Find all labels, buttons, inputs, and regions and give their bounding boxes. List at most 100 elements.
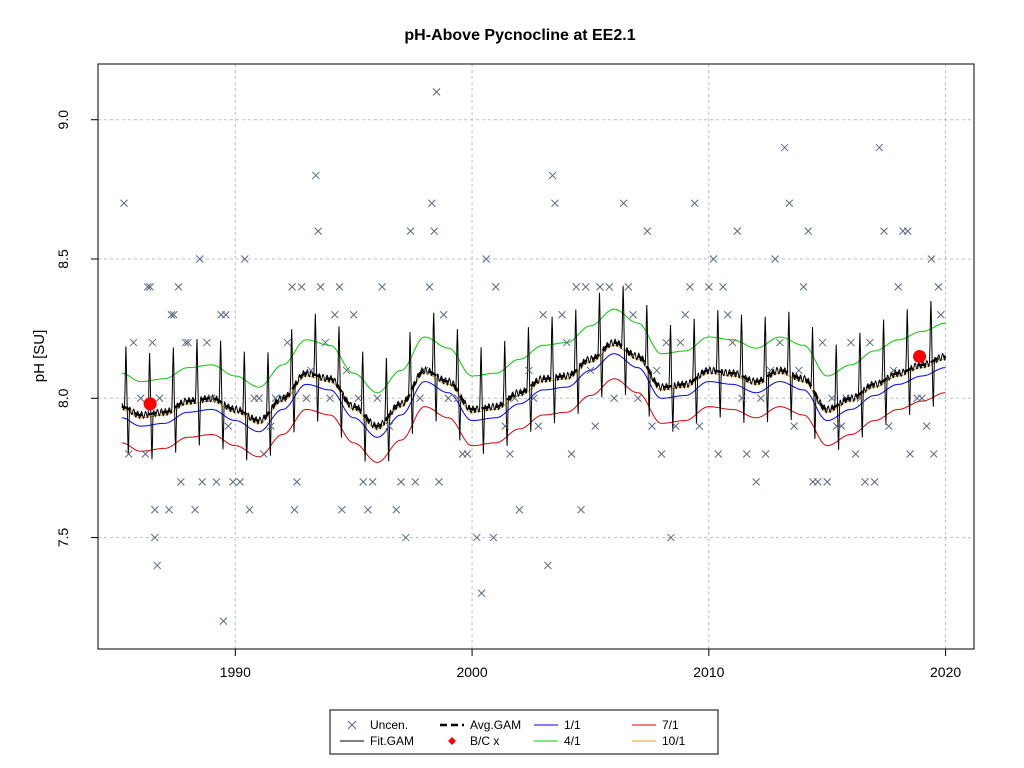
uncen-point-stroke [771,255,779,263]
uncen-point-stroke [733,227,742,235]
uncen-point [543,561,552,570]
uncen-point [359,478,368,486]
uncen-point-stroke [397,478,405,486]
uncen-point-stroke [723,310,732,319]
uncen-point-stroke [219,617,228,625]
uncen-point [444,394,453,403]
uncen-point [430,227,439,235]
uncen-point [686,283,694,291]
uncen-point [406,227,415,235]
uncen-point-stroke [177,478,185,486]
uncen-point [489,533,498,542]
uncen-point [224,422,233,430]
uncen-point-stroke [918,394,926,403]
uncen-point [776,338,784,347]
uncen-point [148,338,157,347]
uncen-point-stroke [255,394,263,403]
uncen-point-stroke [652,366,661,375]
uncen-point [861,478,869,486]
uncen-point [934,283,943,291]
uncen-point-stroke [207,394,216,403]
uncen-point [165,505,173,514]
y-tick-label: 8.5 [55,249,71,269]
uncen-point-stroke [240,255,249,263]
uncen-point [515,505,524,514]
uncen-point-stroke [342,366,351,375]
uncen-point-stroke [880,227,888,235]
uncen-point [548,171,557,180]
uncen-point-stroke [709,255,718,263]
uncen-point [120,199,128,208]
uncen-point-stroke [489,533,498,542]
uncen-point-stroke [548,171,557,180]
uncen-point [321,338,330,347]
uncen-point-stroke [435,478,443,486]
uncen-point [416,394,424,403]
uncen-point [780,143,789,152]
uncen-point [338,505,346,514]
uncen-point [482,255,491,263]
uncen-point-stroke [714,450,723,458]
legend-label-q1: 1/1 [564,718,581,732]
uncen-point-stroke [203,338,211,347]
uncen-point [539,310,547,319]
uncen-point-stroke [581,283,590,291]
uncen-point-stroke [293,478,301,486]
uncen-point [392,505,401,514]
x-tick-label: 1990 [220,664,251,680]
uncen-point-stroke [695,422,704,430]
legend-label-uncen: Uncen. [370,718,408,732]
uncen-point [316,283,325,291]
uncen-point-stroke [629,310,637,319]
uncen-point [427,199,436,208]
uncen-point [837,422,846,430]
uncen-point [591,422,600,430]
uncen-point-stroke [297,283,306,291]
uncen-point-stroke [288,283,296,291]
uncen-point [605,283,614,291]
uncen-point-stroke [195,255,204,263]
uncen-point-stroke [129,338,138,347]
uncen-point-stroke [837,422,846,430]
uncen-point-stroke [165,505,173,514]
uncen-point-stroke [889,366,898,375]
uncen-point [738,394,746,403]
uncen-point-stroke [141,450,150,458]
band-7-1 [121,378,946,463]
uncen-point-stroke [906,450,914,458]
uncen-point-stroke [155,394,164,403]
uncen-point-stroke [752,478,761,486]
uncen-point [577,505,585,514]
uncen-point-stroke [856,394,865,403]
uncen-point-stroke [364,505,372,514]
uncen-point-stroke [338,505,346,514]
uncen-point-stroke [515,505,524,514]
uncen-point [435,478,443,486]
uncen-point-stroke [153,561,162,570]
uncen-point [146,283,154,291]
uncen-point-stroke [477,589,486,598]
uncen-point-stroke [416,394,424,403]
uncen-point [690,199,699,208]
uncen-point [757,394,765,403]
uncen-point [124,450,133,458]
uncen-point [174,283,183,291]
uncen-point-stroke [236,478,244,486]
uncen-point-stroke [401,533,410,542]
uncen-point [728,338,737,347]
uncen-point [141,450,150,458]
uncen-point-stroke [790,422,798,430]
legend: Uncen. Avg.GAM 1/1 7/1 Fit.GAM B/C x 4/1 10/1 [329,709,719,755]
uncen-point [397,478,405,486]
uncen-point [373,394,382,403]
uncen-point [752,478,761,486]
uncen-point-stroke [385,422,394,430]
uncen-point [349,310,358,319]
uncen-point-stroke [444,394,453,403]
uncen-point [813,478,822,486]
uncen-point-stroke [861,478,869,486]
uncen-point [425,283,434,291]
uncen-point-stroke [224,422,233,430]
uncen-point [326,394,334,403]
